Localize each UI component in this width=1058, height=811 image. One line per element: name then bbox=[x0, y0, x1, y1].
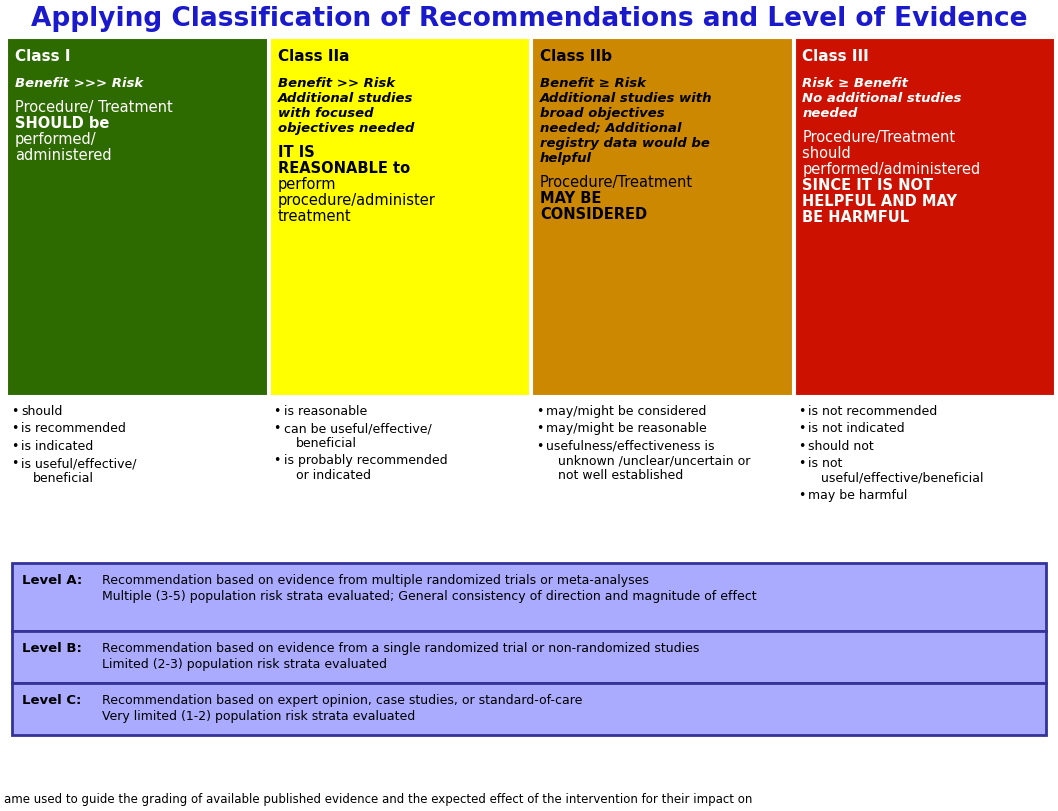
Text: Recommendation based on evidence from multiple randomized trials or meta-analyse: Recommendation based on evidence from mu… bbox=[102, 573, 649, 586]
Text: •: • bbox=[11, 457, 18, 470]
Text: •: • bbox=[274, 405, 280, 418]
Text: Class I: Class I bbox=[15, 49, 71, 64]
Text: broad objectives: broad objectives bbox=[540, 107, 664, 120]
Text: should NOT be: should NOT be bbox=[803, 146, 924, 161]
Text: Procedure/Treatment: Procedure/Treatment bbox=[803, 130, 955, 145]
Text: Multiple (3-5) population risk strata evaluated; General consistency of directio: Multiple (3-5) population risk strata ev… bbox=[102, 590, 756, 603]
Text: beneficial: beneficial bbox=[295, 436, 357, 449]
Text: Class IIa: Class IIa bbox=[277, 49, 349, 64]
Text: Applying Classification of Recommendations and Level of Evidence: Applying Classification of Recommendatio… bbox=[31, 6, 1027, 32]
Text: perform: perform bbox=[277, 177, 336, 191]
Text: Recommendation based on expert opinion, case studies, or standard-of-care: Recommendation based on expert opinion, … bbox=[102, 693, 582, 706]
Bar bbox=[795, 39, 1055, 397]
Text: beneficial: beneficial bbox=[33, 471, 94, 484]
Text: needed; Additional: needed; Additional bbox=[540, 122, 681, 135]
Text: may/might be reasonable: may/might be reasonable bbox=[546, 422, 707, 435]
Text: Class IIb: Class IIb bbox=[540, 49, 612, 64]
Text: •: • bbox=[799, 457, 806, 470]
Bar bbox=[532, 39, 792, 397]
Text: with focused: with focused bbox=[277, 107, 373, 120]
Text: IT IS: IT IS bbox=[277, 145, 314, 160]
Text: or indicated: or indicated bbox=[295, 469, 370, 482]
Text: is reasonable: is reasonable bbox=[284, 405, 367, 418]
Text: •: • bbox=[274, 422, 280, 435]
Text: Additional studies with: Additional studies with bbox=[540, 92, 712, 105]
Text: •: • bbox=[11, 422, 18, 435]
Text: is not indicated: is not indicated bbox=[808, 422, 906, 435]
Text: ame used to guide the grading of available published evidence and the expected e: ame used to guide the grading of availab… bbox=[4, 792, 752, 805]
Text: SINCE IT IS NOT: SINCE IT IS NOT bbox=[803, 178, 933, 193]
Text: Level B:: Level B: bbox=[22, 642, 81, 654]
Text: •: • bbox=[274, 454, 280, 467]
Text: may be harmful: may be harmful bbox=[808, 489, 908, 502]
Text: is not recommended: is not recommended bbox=[808, 405, 937, 418]
Text: •: • bbox=[799, 489, 806, 502]
Bar bbox=[12, 631, 1046, 683]
Text: treatment: treatment bbox=[277, 208, 351, 224]
Text: procedure/administer: procedure/administer bbox=[277, 193, 436, 208]
Text: Additional studies: Additional studies bbox=[277, 92, 413, 105]
Text: administered: administered bbox=[15, 148, 112, 163]
Text: Very limited (1-2) population risk strata evaluated: Very limited (1-2) population risk strat… bbox=[102, 709, 415, 722]
Text: is indicated: is indicated bbox=[21, 440, 93, 453]
Text: MAY BE: MAY BE bbox=[540, 191, 601, 206]
Text: may/might be considered: may/might be considered bbox=[546, 405, 707, 418]
Text: •: • bbox=[799, 405, 806, 418]
Text: needed: needed bbox=[803, 107, 858, 120]
Text: Level A:: Level A: bbox=[22, 573, 83, 586]
Text: should: should bbox=[21, 405, 62, 418]
Bar bbox=[270, 39, 530, 397]
Text: CONSIDERED: CONSIDERED bbox=[540, 207, 647, 221]
Text: useful/effective/beneficial: useful/effective/beneficial bbox=[821, 471, 983, 484]
Text: •: • bbox=[536, 422, 544, 435]
Text: No additional studies: No additional studies bbox=[803, 92, 962, 105]
Bar bbox=[7, 39, 268, 397]
Text: Benefit ≥ Risk: Benefit ≥ Risk bbox=[540, 77, 646, 90]
Text: Benefit >>> Risk: Benefit >>> Risk bbox=[15, 77, 143, 90]
Text: should: should bbox=[803, 146, 856, 161]
Text: BE HARMFUL: BE HARMFUL bbox=[803, 210, 910, 225]
Text: usefulness/effectiveness is: usefulness/effectiveness is bbox=[546, 440, 714, 453]
Text: registry data would be: registry data would be bbox=[540, 137, 710, 150]
Text: is not: is not bbox=[808, 457, 843, 470]
Text: can be useful/effective/: can be useful/effective/ bbox=[284, 422, 432, 435]
Text: •: • bbox=[536, 440, 544, 453]
Text: •: • bbox=[799, 422, 806, 435]
Text: is useful/effective/: is useful/effective/ bbox=[21, 457, 136, 470]
Text: •: • bbox=[11, 405, 18, 418]
Text: performed/administered: performed/administered bbox=[803, 162, 981, 177]
Text: SHOULD be: SHOULD be bbox=[15, 116, 109, 131]
Text: unknown /unclear/uncertain or: unknown /unclear/uncertain or bbox=[558, 454, 750, 467]
Text: HELPFUL AND MAY: HELPFUL AND MAY bbox=[803, 194, 957, 208]
Text: Limited (2-3) population risk strata evaluated: Limited (2-3) population risk strata eva… bbox=[102, 657, 387, 670]
Text: objectives needed: objectives needed bbox=[277, 122, 414, 135]
Text: Procedure/Treatment: Procedure/Treatment bbox=[540, 175, 693, 190]
Text: Level C:: Level C: bbox=[22, 693, 81, 706]
Bar bbox=[12, 683, 1046, 735]
Text: REASONABLE to: REASONABLE to bbox=[277, 161, 409, 176]
Text: is recommended: is recommended bbox=[21, 422, 126, 435]
Text: •: • bbox=[536, 405, 544, 418]
Text: should not: should not bbox=[808, 440, 874, 453]
Text: Risk ≥ Benefit: Risk ≥ Benefit bbox=[803, 77, 909, 90]
Text: •: • bbox=[799, 440, 806, 453]
Text: •: • bbox=[11, 440, 18, 453]
Text: not well established: not well established bbox=[558, 469, 683, 482]
Text: Procedure/ Treatment: Procedure/ Treatment bbox=[15, 100, 172, 115]
Text: Benefit >> Risk: Benefit >> Risk bbox=[277, 77, 395, 90]
Text: is probably recommended: is probably recommended bbox=[284, 454, 448, 467]
Text: helpful: helpful bbox=[540, 152, 592, 165]
Text: performed/: performed/ bbox=[15, 132, 96, 147]
Text: Recommendation based on evidence from a single randomized trial or non-randomize: Recommendation based on evidence from a … bbox=[102, 642, 699, 654]
Text: Class III: Class III bbox=[803, 49, 870, 64]
Bar bbox=[12, 564, 1046, 631]
